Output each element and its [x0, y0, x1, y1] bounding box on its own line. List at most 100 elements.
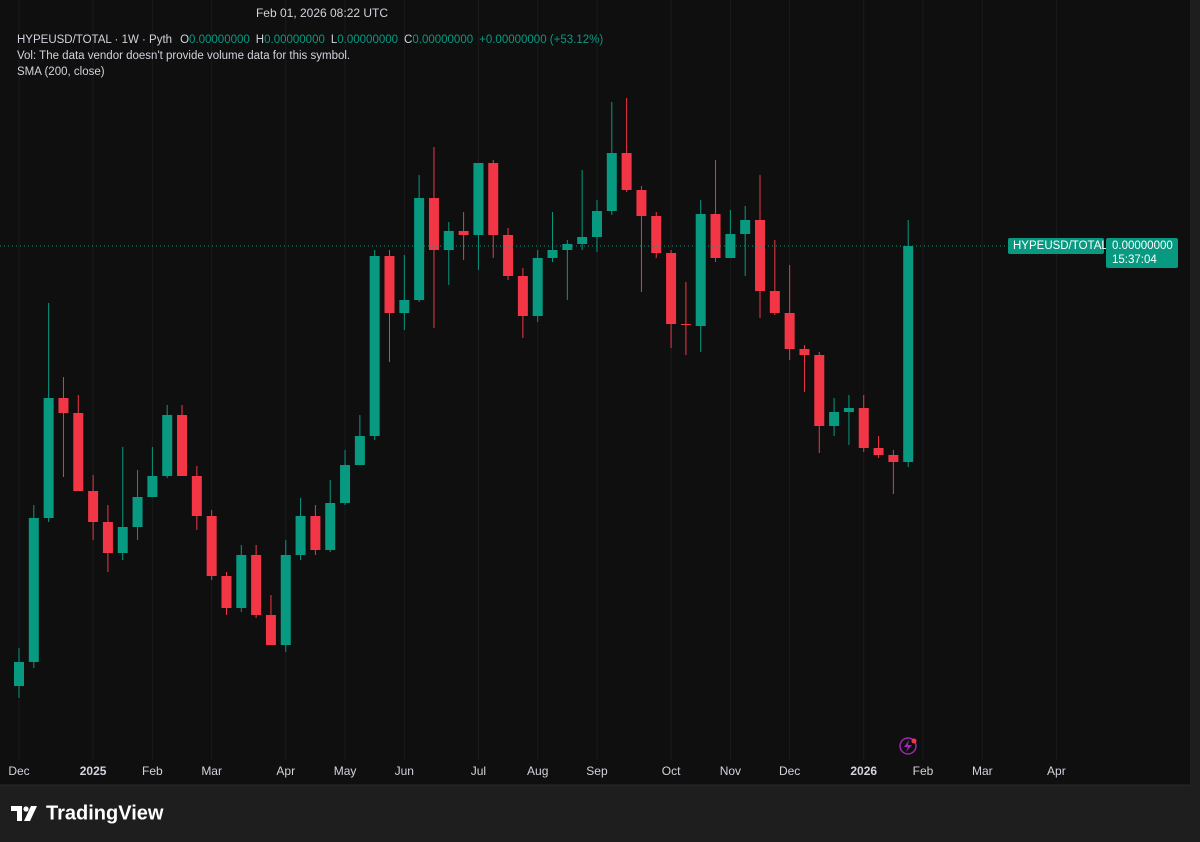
candles: [0, 98, 1008, 698]
candle-body: [666, 253, 677, 324]
candle-body: [88, 491, 99, 522]
candle-body: [784, 313, 795, 349]
candle-body: [295, 516, 306, 555]
alert-icon[interactable]: [899, 737, 917, 755]
candle-body: [532, 258, 543, 316]
candle-body: [488, 163, 499, 235]
candle-body: [73, 413, 84, 491]
candle-body: [147, 476, 158, 497]
brand[interactable]: TradingView: [11, 802, 164, 824]
x-tick-label: 2026: [850, 764, 877, 778]
candle-body: [503, 235, 514, 276]
candle-body: [443, 231, 454, 250]
candle-body: [340, 465, 351, 503]
x-tick-label: Feb: [142, 764, 163, 778]
candle-body: [621, 153, 632, 190]
brand-logo-slash[interactable]: [24, 806, 37, 821]
candle-body: [28, 518, 39, 662]
candle-body: [547, 250, 558, 258]
candle-body: [251, 555, 262, 615]
candle-body: [858, 408, 869, 448]
chart-area: [0, 0, 1190, 785]
candle-body: [280, 555, 291, 645]
legend-key: C: [404, 34, 412, 46]
candle-body: [162, 415, 173, 476]
x-tick-label: Jun: [395, 764, 414, 778]
price-label-countdown: 15:37:04: [1112, 254, 1157, 266]
candle-body: [888, 455, 899, 462]
brand-logo-dot[interactable]: [23, 806, 29, 812]
candle-body: [236, 555, 247, 608]
candle-body: [829, 412, 840, 426]
x-tick-label: Aug: [527, 764, 548, 778]
brand-logo[interactable]: [11, 806, 22, 821]
crosshair-time: Feb 01, 2026 08:22 UTC: [256, 6, 388, 20]
candle-body: [473, 163, 484, 235]
candle-body: [843, 408, 854, 412]
candle-body: [354, 436, 365, 465]
candle-body: [606, 153, 617, 211]
legend-value: 0.00000000: [337, 34, 398, 46]
legend-symbol: HYPEUSD/TOTAL · 1W · Pyth: [17, 34, 172, 46]
x-tick-label: May: [334, 764, 357, 778]
x-tick-label: Mar: [972, 764, 993, 778]
candle-body: [191, 476, 202, 516]
candle-body: [769, 291, 780, 313]
candle-body: [265, 615, 276, 645]
candle-body: [695, 214, 706, 326]
candle-body: [591, 211, 602, 237]
candle-body: [710, 214, 721, 258]
legend-key: H: [256, 34, 264, 46]
candle-body: [102, 522, 113, 553]
legend-value: 0.00000000: [189, 34, 250, 46]
legend-value: 0.00000000: [412, 34, 473, 46]
candle-body: [577, 237, 588, 244]
legend-key: O: [180, 34, 189, 46]
candle-body: [755, 220, 765, 291]
alert-dot[interactable]: [911, 738, 917, 744]
x-tick-label: Feb: [913, 764, 934, 778]
legend-line: HYPEUSD/TOTAL · 1W · Pyth O0.00000000 H0.0…: [17, 34, 603, 46]
candle-body: [43, 398, 54, 518]
candle-body: [384, 256, 395, 313]
x-tick-label: Dec: [8, 764, 29, 778]
candle-body: [221, 576, 232, 608]
candle-body: [680, 324, 691, 325]
candle-body: [58, 398, 69, 413]
candle-body: [310, 516, 321, 550]
brand-name[interactable]: TradingView: [46, 802, 164, 824]
price-label-price: 0.00000000: [1112, 240, 1173, 252]
x-tick-label: Apr: [276, 764, 295, 778]
candle-body: [132, 497, 143, 527]
alert-circle[interactable]: [899, 737, 917, 755]
candle-body: [903, 246, 914, 462]
candle-body: [206, 516, 217, 576]
x-tick-label: Nov: [720, 764, 741, 778]
legend-key: L: [331, 34, 338, 46]
candle-body: [517, 276, 528, 316]
x-tick-label: Jul: [471, 764, 486, 778]
alert-bolt[interactable]: [904, 740, 912, 752]
candle-body: [369, 256, 380, 436]
x-tick-label: 2025: [80, 764, 107, 778]
price-label-symbol-bg: [1008, 238, 1104, 254]
x-tick-label: Oct: [662, 764, 681, 778]
candle-body: [562, 244, 573, 250]
indicator-label: SMA (200, close): [17, 66, 105, 78]
x-axis: Dec 2025 Feb Mar Apr May Jun Jul Aug Sep Oct Nov Dec…: [8, 764, 1065, 778]
candle-body: [740, 220, 751, 234]
candle-body: [814, 355, 825, 426]
price-label-symbol: HYPEUSD/TOTAL: [1013, 240, 1108, 252]
grid: [18, 0, 1057, 760]
x-tick-label: Mar: [201, 764, 222, 778]
candle-body: [117, 527, 128, 553]
candle-body: [799, 349, 810, 355]
candle-body: [177, 415, 188, 476]
candle-body: [325, 503, 336, 550]
price-label: HYPEUSD/TOTAL 0.00000000 15:37:04: [1008, 238, 1178, 268]
x-tick-label: Sep: [586, 764, 608, 778]
candle-body: [14, 662, 24, 686]
price-label-bg: [1106, 238, 1178, 268]
